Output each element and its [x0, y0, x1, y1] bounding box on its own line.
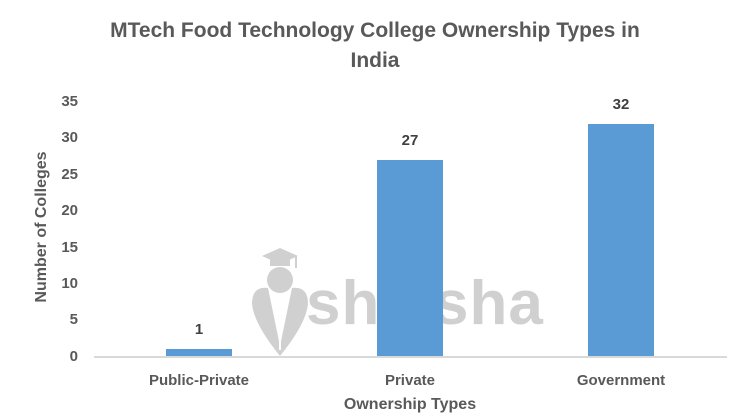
y-tick: 35 [61, 93, 78, 110]
y-tick: 30 [61, 129, 78, 146]
chart-title-line-2: India [350, 49, 400, 72]
y-tick: 10 [61, 275, 78, 292]
bar-private [377, 160, 443, 356]
data-label-government: 32 [612, 96, 630, 113]
bar-public-private [166, 349, 232, 356]
data-label-private: 27 [401, 132, 419, 149]
graduate-pen-icon [252, 248, 308, 356]
chart-title-line-1: MTech Food Technology College Ownership … [110, 19, 640, 42]
y-tick: 0 [69, 348, 78, 365]
chart-title: MTech Food Technology College Ownership … [0, 16, 750, 76]
y-tick: 5 [69, 311, 78, 328]
y-tick: 15 [61, 239, 78, 256]
x-axis-line [94, 356, 727, 358]
x-axis-label: Ownership Types [343, 396, 477, 413]
bar-government [588, 124, 654, 356]
x-tick-public-private: Public-Private [148, 372, 250, 389]
y-tick: 20 [61, 202, 78, 219]
y-tick: 25 [61, 166, 78, 183]
x-tick-private: Private [384, 372, 436, 389]
data-label-public-private: 1 [194, 321, 204, 338]
x-tick-government: Government [576, 372, 666, 389]
